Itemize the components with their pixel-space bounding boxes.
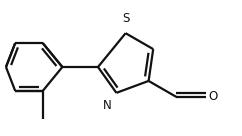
Text: N: N bbox=[103, 99, 112, 112]
Text: S: S bbox=[122, 12, 129, 25]
Text: O: O bbox=[208, 90, 218, 103]
